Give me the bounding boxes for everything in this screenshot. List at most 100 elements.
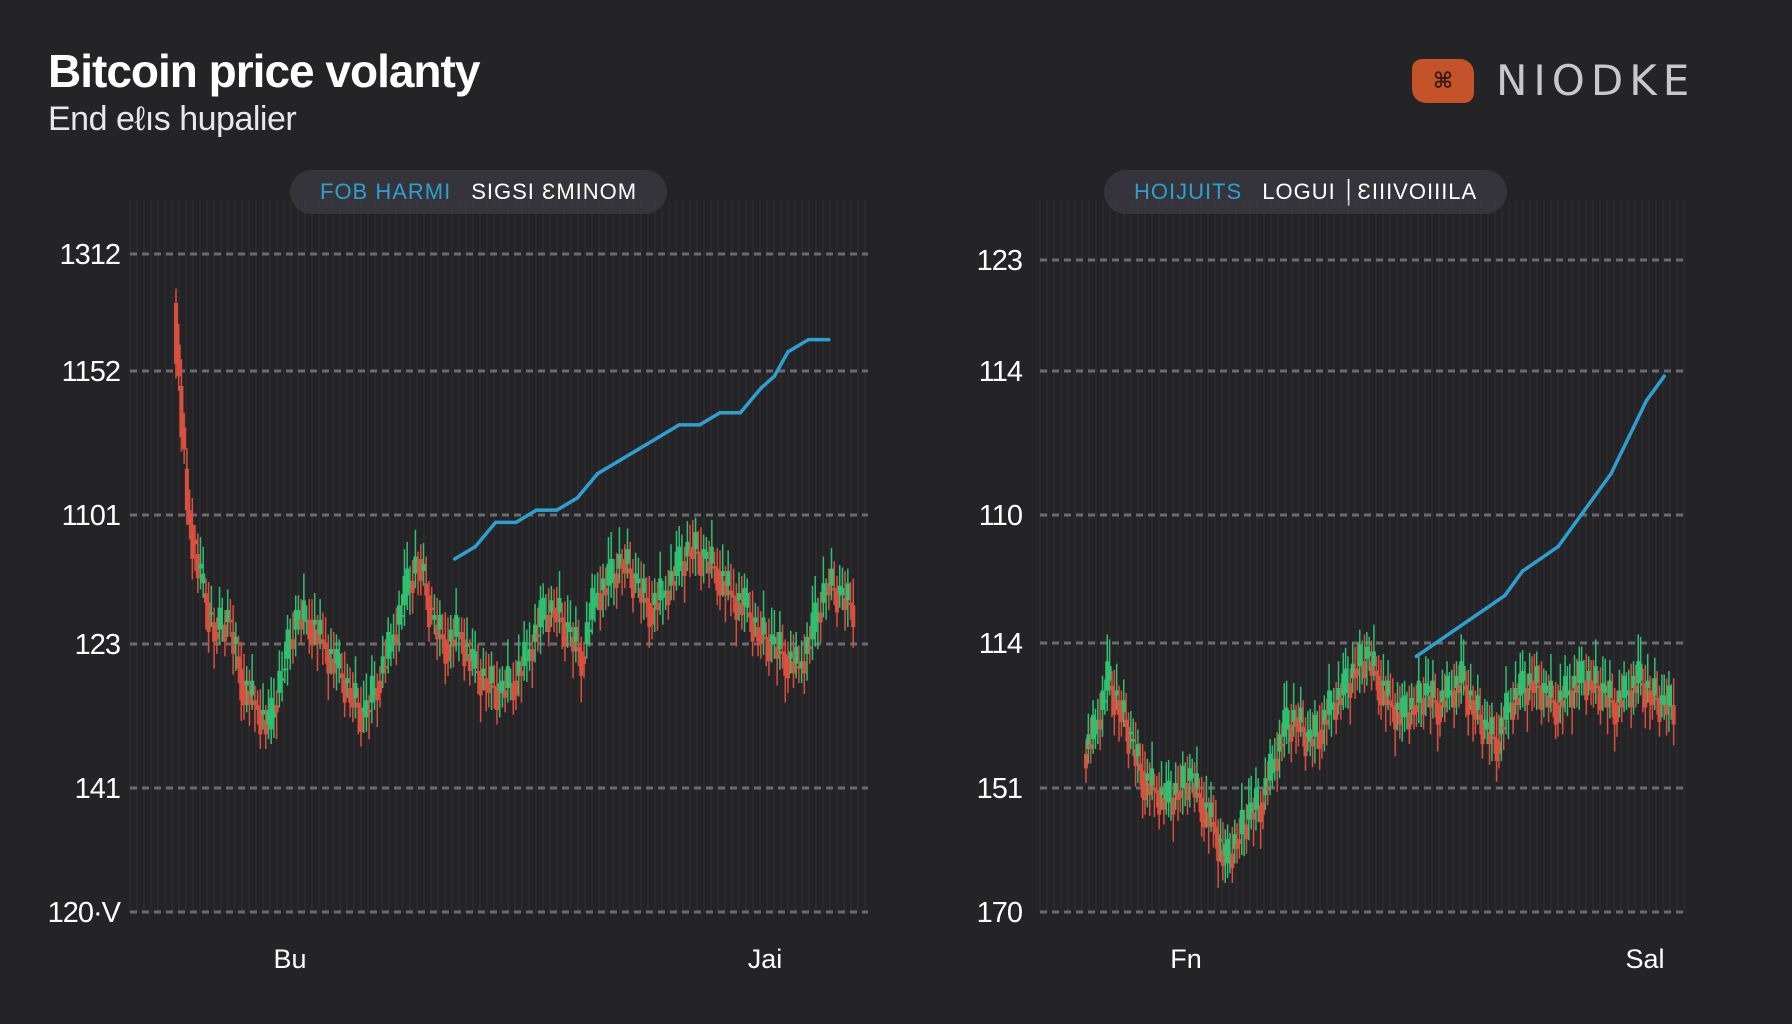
candle-body-1-47-4 bbox=[1648, 690, 1653, 703]
candle-body-1-35-4 bbox=[1506, 705, 1511, 713]
candle-body-1-10-2 bbox=[1206, 812, 1211, 827]
candle-body-0-15-3 bbox=[386, 632, 391, 659]
candle-body-0-18-1 bbox=[421, 563, 426, 572]
candle-body-1-28-2 bbox=[1419, 697, 1424, 701]
candle-body-0-7-1 bbox=[271, 705, 276, 718]
candle-body-0-13-2 bbox=[356, 702, 361, 708]
candle-body-0-12-4 bbox=[348, 688, 353, 703]
candle-body-0-27-2 bbox=[546, 614, 551, 632]
candle-body-0-7-2 bbox=[274, 705, 279, 713]
candle-body-1-12-4 bbox=[1235, 843, 1240, 849]
candle-body-0-35-3 bbox=[658, 578, 663, 601]
candle-body-1-8-1 bbox=[1180, 766, 1185, 788]
candle-body-0-2-1 bbox=[203, 593, 208, 603]
candle-body-0-26-2 bbox=[533, 624, 538, 642]
candle-body-0-12-2 bbox=[342, 678, 347, 703]
candle-body-0-20-1 bbox=[448, 629, 453, 642]
candle-body-1-30-1 bbox=[1440, 690, 1445, 703]
candle-body-1-4-1 bbox=[1133, 748, 1138, 766]
candle-body-1-24-1 bbox=[1369, 661, 1374, 676]
candle-body-0-15-1 bbox=[380, 656, 385, 674]
candle-body-0-29-0 bbox=[568, 627, 573, 632]
candle-body-0-20-0 bbox=[446, 644, 450, 662]
candle-body-1-8-3 bbox=[1185, 783, 1190, 801]
candle-body-0-12-0 bbox=[337, 653, 342, 669]
candle-body-1-43-0 bbox=[1591, 680, 1596, 693]
candle-body-1-39-1 bbox=[1546, 695, 1551, 708]
candle-body-0-28-2 bbox=[560, 617, 565, 623]
candle-body-1-35-2 bbox=[1501, 727, 1506, 730]
candle-body-0-5-2 bbox=[247, 690, 252, 706]
y-tick-label-1-3: 114 bbox=[979, 628, 1023, 660]
candle-body-0-22-3 bbox=[481, 668, 486, 676]
candle-body-0-41-4 bbox=[742, 588, 747, 606]
candle-body-0-20-2 bbox=[451, 639, 456, 647]
candle-body-1-29-2 bbox=[1430, 680, 1435, 698]
candle-body-0-5-4 bbox=[252, 700, 257, 706]
candle-body-0-16-1 bbox=[394, 634, 399, 645]
candle-body-1-40-3 bbox=[1563, 675, 1568, 698]
candle-body-1-15-2 bbox=[1265, 787, 1270, 791]
candle-body-0-18-3 bbox=[426, 595, 431, 628]
candle-body-0-15-4 bbox=[388, 644, 393, 652]
candle-body-1-8-2 bbox=[1183, 783, 1188, 786]
candle-body-1-43-4 bbox=[1600, 683, 1605, 691]
candle-body-0-36-4 bbox=[674, 551, 679, 576]
candle-body-0-31-3 bbox=[603, 588, 608, 596]
candle-body-1-0-3 bbox=[1091, 714, 1096, 740]
candle-body-0-19-4 bbox=[443, 639, 448, 664]
candle-body-1-46-3 bbox=[1633, 685, 1638, 693]
candle-body-0-1-1 bbox=[190, 524, 195, 559]
candle-body-0-32-0 bbox=[609, 558, 614, 584]
candle-body-1-30-0 bbox=[1438, 705, 1442, 723]
candle-body-0-37-0 bbox=[677, 546, 682, 572]
chart-subtitle: End еℓıs hupalier bbox=[48, 100, 297, 138]
candle-body-0-11-2 bbox=[329, 649, 334, 654]
candle-body-0-41-2 bbox=[737, 593, 742, 601]
x-tick-label-1-1: Sal bbox=[1625, 944, 1664, 974]
x-tick-label-0-0: Bu bbox=[273, 944, 306, 974]
candle-body-0-38-3 bbox=[698, 554, 703, 576]
candle-body-0-21-3 bbox=[467, 653, 472, 671]
candle-body-1-2-1 bbox=[1109, 685, 1114, 691]
candle-body-0-32-3 bbox=[617, 554, 622, 569]
candle-body-0-19-3 bbox=[440, 634, 445, 640]
candle-body-1-8-4 bbox=[1187, 768, 1192, 781]
candle-body-0-33-4 bbox=[633, 573, 638, 579]
candle-body-0-29-4 bbox=[579, 651, 584, 676]
candle-body-1-47-3 bbox=[1645, 680, 1650, 689]
candle-body-1-36-2 bbox=[1513, 688, 1518, 701]
candle-body-0-30-1 bbox=[584, 622, 589, 645]
candle-body-1-9-2 bbox=[1194, 773, 1199, 788]
candle-body-1-1-4 bbox=[1105, 661, 1110, 691]
candle-body-0-47-4 bbox=[824, 593, 829, 596]
series-point-1-10 bbox=[1591, 496, 1596, 500]
candle-body-1-38-2 bbox=[1537, 685, 1542, 689]
candle-body-1-14-4 bbox=[1258, 804, 1263, 823]
candle-body-0-14-2 bbox=[369, 675, 374, 703]
candle-body-1-41-2 bbox=[1572, 675, 1577, 689]
candle-body-1-47-2 bbox=[1643, 685, 1648, 708]
candle-body-0-0-3 bbox=[182, 427, 187, 450]
candle-body-0-45-0 bbox=[786, 656, 790, 679]
candle-body-1-27-3 bbox=[1409, 697, 1414, 710]
series-point-1-8 bbox=[1556, 544, 1560, 549]
candle-body-1-45-0 bbox=[1615, 705, 1619, 723]
candle-body-0-36-2 bbox=[669, 571, 674, 586]
candle-body-1-48-3 bbox=[1657, 700, 1662, 723]
candle-body-0-28-3 bbox=[562, 622, 567, 647]
candle-body-1-12-0 bbox=[1225, 839, 1230, 864]
candle-body-1-45-3 bbox=[1622, 675, 1627, 698]
candle-body-1-33-0 bbox=[1473, 705, 1478, 720]
candle-body-0-38-0 bbox=[690, 546, 695, 559]
candle-body-1-49-3 bbox=[1669, 705, 1674, 708]
candle-body-0-4-2 bbox=[233, 636, 238, 645]
candle-body-1-47-0 bbox=[1638, 663, 1643, 681]
candle-body-0-31-0 bbox=[595, 593, 600, 596]
candle-body-1-20-3 bbox=[1327, 690, 1332, 715]
candle-body-0-14-3 bbox=[372, 688, 377, 696]
candle-body-1-21-2 bbox=[1336, 688, 1341, 701]
candle-body-0-26-0 bbox=[527, 649, 532, 657]
candle-body-1-11-0 bbox=[1213, 826, 1218, 835]
candle-body-0-30-2 bbox=[587, 629, 592, 632]
